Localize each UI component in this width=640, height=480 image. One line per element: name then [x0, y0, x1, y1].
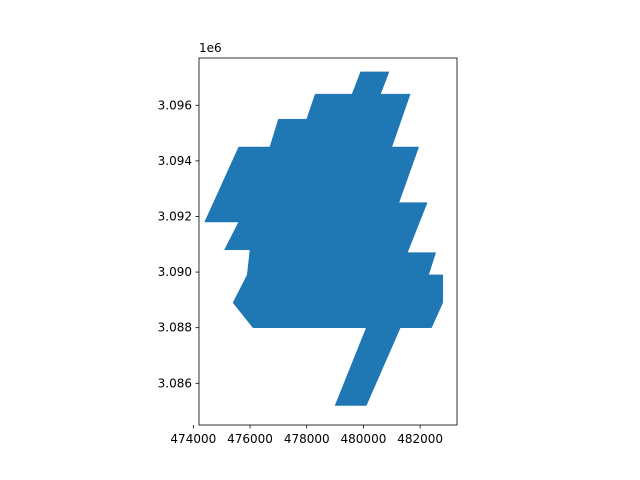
x-tick-label: 482000: [397, 432, 443, 446]
region-polygon: [204, 71, 444, 406]
y-tick-label: 3.092: [158, 209, 192, 223]
y-tick-label: 3.094: [158, 154, 192, 168]
y-tick-label: 3.086: [158, 376, 192, 390]
x-tick-label: 478000: [284, 432, 330, 446]
x-axis: 474000 476000 478000 480000 482000: [170, 425, 443, 446]
y-tick-label: 3.090: [158, 265, 192, 279]
axes-frame: [198, 57, 458, 426]
x-tick-label: 476000: [227, 432, 273, 446]
y-offset-label: 1e6: [199, 41, 222, 55]
x-tick-label: 474000: [170, 432, 216, 446]
plot-marks: [204, 71, 444, 406]
x-tick-label: 480000: [341, 432, 387, 446]
y-tick-label: 3.088: [158, 321, 192, 335]
y-tick-label: 3.096: [158, 98, 192, 112]
y-axis: 3.086 3.088 3.090 3.092 3.094 3.096: [158, 98, 199, 390]
